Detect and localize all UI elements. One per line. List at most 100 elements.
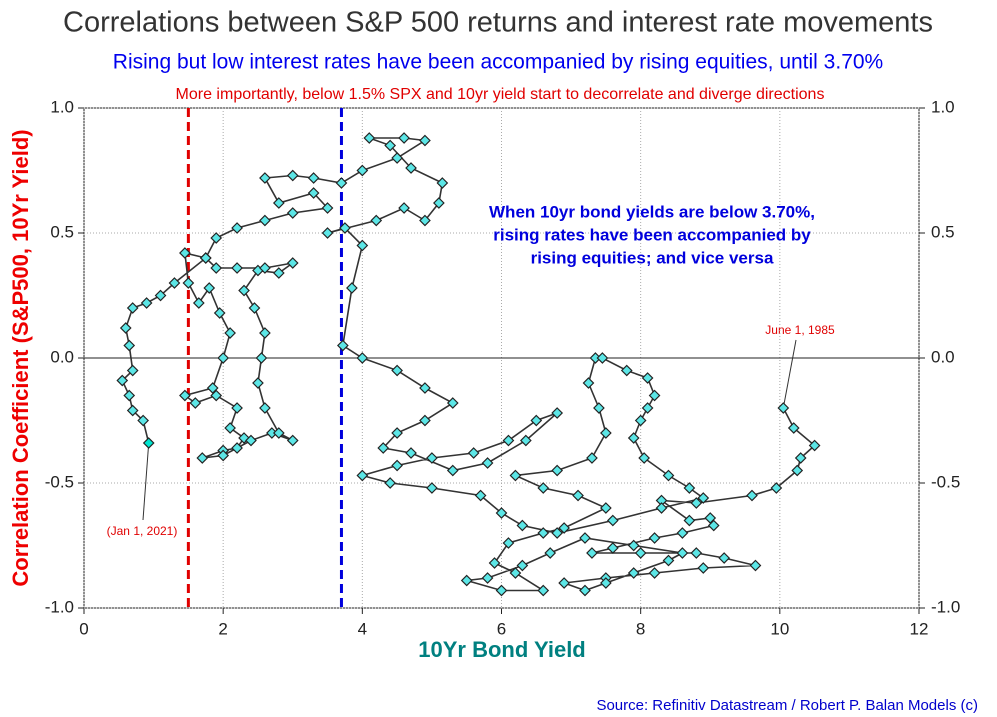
data-point [238,284,250,297]
data-point [794,452,807,464]
data-point [346,282,358,294]
subtitle: Rising but low interest rates have been … [113,51,883,74]
data-point [206,382,219,394]
data-point [210,232,223,244]
data-point [335,177,348,189]
data-point [356,469,369,482]
data-point [467,447,480,459]
data-point [690,497,703,509]
data-point [426,452,438,464]
data-point [224,327,236,339]
data-point [286,169,299,182]
data-point [286,207,299,219]
data-point [446,464,459,477]
data-point [537,584,550,597]
data-point [179,389,191,402]
data-point [544,547,557,559]
annotation: When 10yr bond yields are below 3.70%, [489,202,815,221]
annotation: rising rates have been accompanied by [493,225,811,244]
data-point [718,552,731,564]
annotation-arrow [142,442,150,521]
y2-tick-label: 0.0 [931,347,955,366]
data-point [137,414,149,427]
y-tick-label: 0.0 [50,347,74,366]
data-point [337,339,349,352]
data-point [558,522,570,534]
data-point [641,402,654,414]
data-point [252,377,264,389]
data-point [746,489,758,502]
data-point [419,134,431,147]
data-point [690,547,703,559]
data-point [707,519,720,532]
subtitle: More importantly, below 1.5% SPX and 10y… [176,86,825,103]
data-point [426,482,438,494]
data-point [579,532,591,544]
y2-tick-label: -1.0 [931,597,960,616]
data-point [245,434,257,447]
data-point [600,577,612,589]
data-point [123,339,136,352]
data-point [502,537,515,549]
data-point [192,297,205,309]
y-tick-label: -0.5 [45,472,74,491]
y2-tick-label: 0.5 [931,222,955,241]
x-tick-label: 12 [910,619,929,638]
data-point [697,492,710,504]
data-point [307,172,320,184]
y2-tick-label: 1.0 [931,97,955,116]
data-point [606,542,619,554]
data-point [676,547,689,559]
data-point [140,297,153,309]
data-point [704,512,717,524]
data-point [582,377,595,389]
annotation: June 1, 1985 [765,323,835,337]
data-point [634,414,647,427]
x-tick-label: 4 [358,619,367,638]
data-point [662,469,675,482]
source: Source: Refinitiv Datastream / Robert P.… [596,697,978,714]
data-point [259,172,271,184]
data-point [627,539,640,552]
data-point [791,464,804,477]
data-point [419,382,431,394]
data-point [321,202,334,214]
data-point [231,262,243,274]
data-point [179,247,191,259]
data-point [119,322,132,334]
data-point [189,397,202,409]
chart-title: Correlations between S&P 500 returns and… [63,7,933,39]
data-point [398,132,410,144]
y-tick-label: -1.0 [45,597,74,616]
data-point [217,352,230,364]
x-tick-label: 10 [770,619,789,638]
data-point [436,177,449,189]
annotation: rising equities; and vice versa [531,248,774,267]
data-point [586,452,598,464]
data-point [126,302,139,314]
data-point [770,482,783,494]
data-point [259,402,271,414]
data-point [286,257,299,269]
data-point [199,252,212,264]
data-point [217,449,230,462]
data-point [683,514,696,527]
data-point [231,402,243,414]
data-point [203,282,216,294]
data-point [272,267,285,279]
data-point [579,584,591,597]
data-point [116,374,129,387]
data-point [787,422,800,434]
x-tick-label: 2 [218,619,227,638]
data-point [377,442,390,454]
data-point [627,432,640,444]
data-point [433,197,445,209]
data-point [600,427,612,439]
data-point [419,414,431,427]
data-point [749,559,762,572]
data-point [224,422,236,434]
data-point [419,214,431,227]
data-point [648,567,661,579]
data-point [272,427,285,439]
data-point [391,152,403,164]
